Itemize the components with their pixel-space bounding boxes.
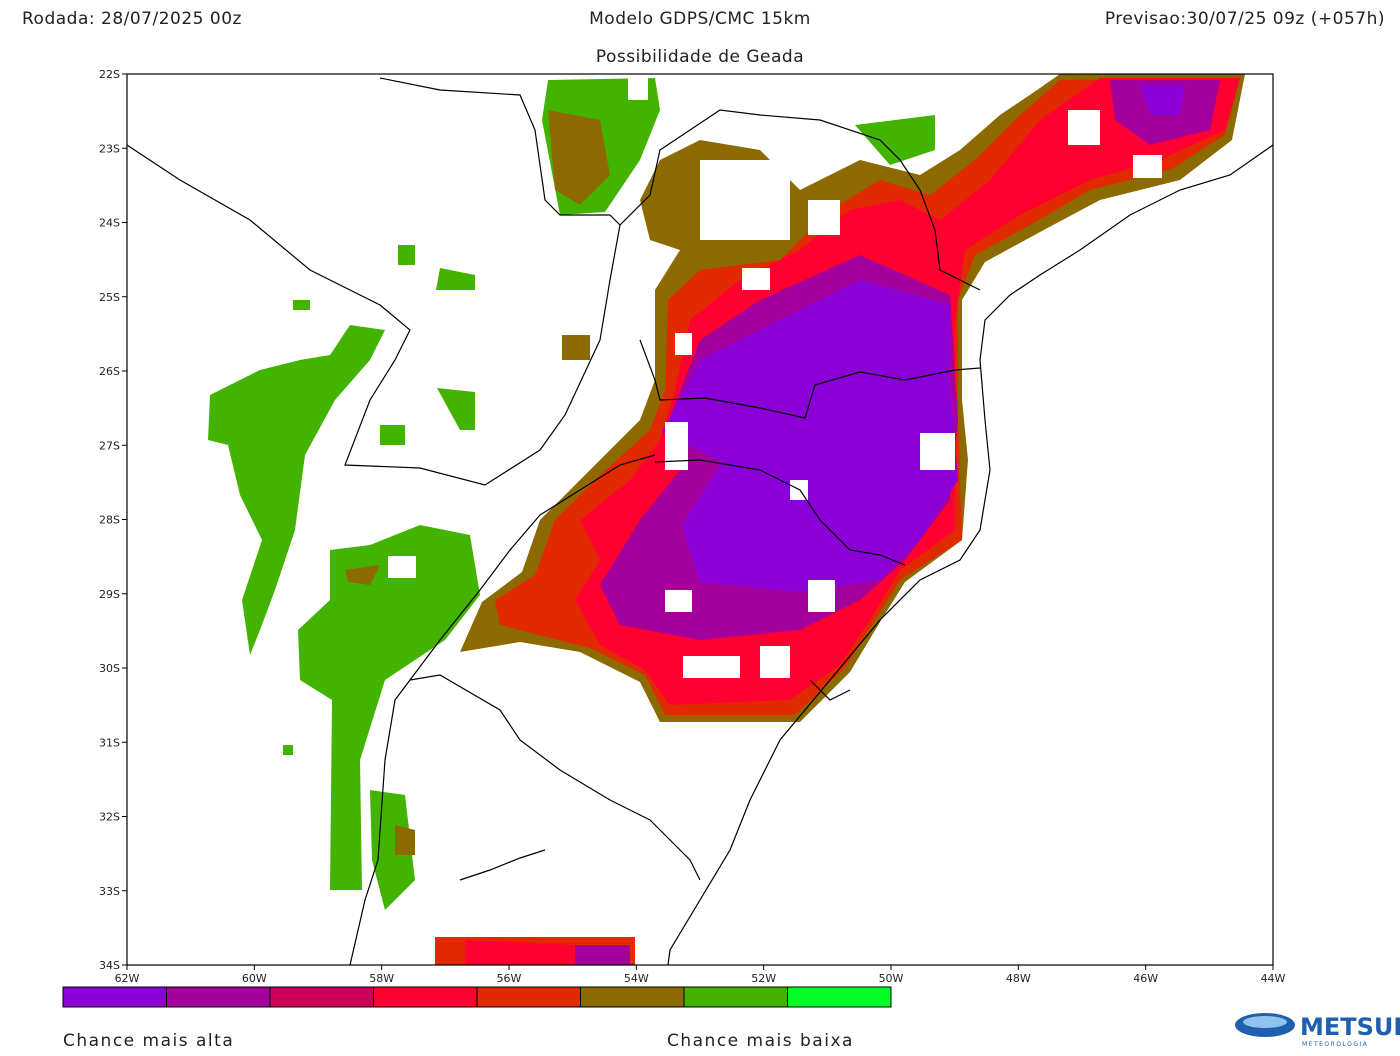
legend-swatch [373,986,478,1008]
lat-label: 23S [99,142,120,155]
logo: METSUL METEOROLOGIA [1235,1013,1400,1048]
lat-label: 28S [99,514,120,527]
lat-label: 24S [99,217,120,230]
legend-swatch [683,986,788,1008]
lon-label: 46W [1133,972,1158,985]
forecast-label: Previsao:30/07/25 09z (+057h) [1105,9,1385,29]
lat-label: 25S [99,291,120,304]
legend-swatch [476,986,581,1008]
lon-label: 48W [1006,972,1031,985]
legend-swatch [580,986,685,1008]
lat-label: 26S [99,365,120,378]
lon-label: 60W [242,972,267,985]
legend-low: Chance mais baixa [667,1031,854,1051]
frost-field [208,74,1245,965]
lat-label: 22S [99,68,120,81]
model-label: Modelo GDPS/CMC 15km [589,9,811,29]
lat-label: 31S [99,736,120,749]
logo-tagline: METEOROLOGIA [1302,1041,1368,1048]
run-label: Rodada: 28/07/2025 00z [22,9,242,29]
legend-swatch [166,986,271,1008]
lat-label: 27S [99,439,120,452]
lon-label: 44W [1261,972,1286,985]
lon-label: 50W [879,972,904,985]
lon-label: 56W [497,972,522,985]
logo-name: METSUL [1300,1013,1400,1041]
lon-label: 58W [369,972,394,985]
lon-label: 54W [624,972,649,985]
legend-high: Chance mais alta [63,1031,234,1051]
lon-label: 52W [751,972,776,985]
lat-label: 29S [99,588,120,601]
legend-swatch [62,986,167,1008]
lat-label: 32S [99,811,120,824]
map-title: Possibilidade de Geada [596,47,804,67]
legend-swatch [269,986,374,1008]
lon-label: 62W [115,972,140,985]
lat-label: 34S [99,959,120,972]
lat-label: 33S [99,885,120,898]
boundaries [127,77,1273,965]
legend-swatch [787,986,892,1008]
logo-shine [1243,1016,1287,1028]
lat-label: 30S [99,662,120,675]
